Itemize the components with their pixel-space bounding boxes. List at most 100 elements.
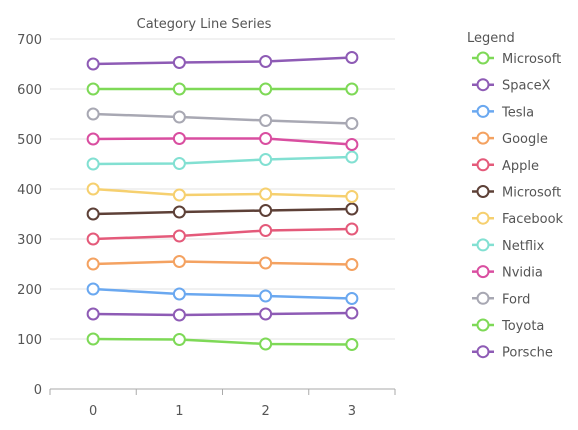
series-11 bbox=[86, 306, 359, 322]
series-line bbox=[93, 155, 352, 166]
legend-item: Apple bbox=[472, 158, 539, 174]
data-point bbox=[172, 205, 186, 219]
data-point bbox=[172, 82, 186, 96]
legend-title: Legend bbox=[467, 31, 515, 46]
legend-item: SpaceX bbox=[472, 78, 551, 94]
series-line bbox=[93, 311, 352, 317]
data-point bbox=[172, 255, 186, 268]
data-point bbox=[259, 153, 273, 166]
data-point bbox=[345, 202, 359, 216]
legend-label: Microsoft bbox=[502, 186, 561, 201]
data-point bbox=[86, 82, 100, 96]
legend-swatch-marker bbox=[476, 265, 490, 279]
y-tick-label: 400 bbox=[17, 183, 42, 198]
legend-item: Nvidia bbox=[472, 265, 543, 281]
legend-item: Toyota bbox=[472, 318, 544, 334]
data-point bbox=[345, 222, 359, 236]
data-point bbox=[345, 338, 359, 351]
series-0 bbox=[86, 82, 359, 96]
data-point bbox=[86, 332, 100, 346]
data-point bbox=[86, 182, 100, 196]
legend-swatch-marker bbox=[476, 158, 490, 172]
data-point bbox=[172, 229, 186, 243]
data-point bbox=[345, 138, 359, 151]
series-10 bbox=[86, 332, 359, 351]
legend-item: Ford bbox=[472, 291, 530, 307]
series-8 bbox=[86, 132, 359, 151]
data-point bbox=[345, 292, 359, 305]
legend-item: Netflix bbox=[472, 238, 545, 254]
data-point bbox=[345, 51, 359, 64]
data-point bbox=[172, 308, 186, 322]
data-point bbox=[345, 258, 359, 271]
data-point bbox=[86, 307, 100, 321]
data-point bbox=[259, 82, 273, 96]
data-point bbox=[259, 224, 273, 237]
data-point bbox=[259, 204, 273, 217]
y-axis-tick-labels: 0 100 200 300 400 500 600 700 bbox=[17, 33, 42, 398]
legend-label: Microsoft bbox=[502, 52, 561, 67]
data-point bbox=[172, 188, 186, 202]
data-point bbox=[345, 150, 359, 164]
data-point bbox=[259, 256, 273, 270]
series-4 bbox=[86, 222, 359, 246]
x-tick-label: 3 bbox=[348, 404, 356, 419]
series-7 bbox=[86, 150, 359, 171]
series-layer bbox=[86, 51, 359, 351]
data-point bbox=[86, 207, 100, 221]
x-tick-label: 1 bbox=[175, 404, 183, 419]
data-point bbox=[172, 333, 186, 346]
legend-swatch-marker bbox=[476, 345, 490, 359]
data-point bbox=[172, 132, 186, 145]
legend-item: Google bbox=[472, 131, 548, 147]
data-point bbox=[172, 110, 186, 124]
legend-swatch-marker bbox=[476, 318, 490, 332]
x-axis: 0 1 2 3 bbox=[49, 388, 396, 419]
data-point bbox=[345, 190, 359, 203]
series-5 bbox=[86, 202, 359, 221]
series-line bbox=[93, 260, 352, 266]
legend-label: Apple bbox=[502, 159, 539, 174]
legend: Legend Microsoft SpaceX Tesla Google Apple Mi… bbox=[467, 31, 564, 361]
y-tick-label: 600 bbox=[17, 83, 42, 98]
series-line bbox=[93, 112, 352, 125]
data-point bbox=[86, 107, 100, 121]
data-point bbox=[86, 57, 100, 71]
legend-swatch-marker bbox=[476, 185, 490, 198]
legend-label: Ford bbox=[502, 292, 530, 307]
data-point bbox=[259, 187, 273, 201]
series-line bbox=[93, 227, 352, 241]
legend-label: Tesla bbox=[501, 105, 534, 120]
data-point bbox=[259, 55, 273, 68]
legend-label: Porsche bbox=[502, 346, 553, 361]
chart-title: Category Line Series bbox=[137, 17, 272, 32]
legend-label: Netflix bbox=[502, 239, 545, 254]
series-3 bbox=[86, 255, 359, 271]
data-point bbox=[172, 287, 186, 301]
series-9 bbox=[86, 107, 359, 130]
data-point bbox=[345, 82, 359, 96]
data-point bbox=[172, 157, 186, 170]
series-line bbox=[93, 187, 352, 198]
data-point bbox=[86, 257, 100, 271]
legend-swatch-marker bbox=[476, 131, 490, 145]
data-point bbox=[345, 306, 359, 320]
data-point bbox=[86, 132, 100, 146]
data-point bbox=[345, 117, 359, 130]
legend-swatch-marker bbox=[476, 291, 490, 305]
data-point bbox=[259, 307, 273, 321]
data-point bbox=[86, 282, 100, 296]
legend-label: Nvidia bbox=[502, 266, 543, 281]
legend-item: Facebook bbox=[472, 211, 564, 227]
legend-swatch-marker bbox=[476, 51, 490, 65]
x-tick-label: 0 bbox=[89, 404, 97, 419]
y-tick-label: 300 bbox=[17, 233, 42, 248]
series-line bbox=[93, 287, 352, 300]
y-tick-label: 0 bbox=[34, 383, 42, 398]
series-line bbox=[93, 56, 352, 66]
legend-swatch-marker bbox=[476, 78, 490, 92]
series-6 bbox=[86, 182, 359, 203]
series-2 bbox=[86, 282, 359, 305]
data-point bbox=[86, 232, 100, 246]
